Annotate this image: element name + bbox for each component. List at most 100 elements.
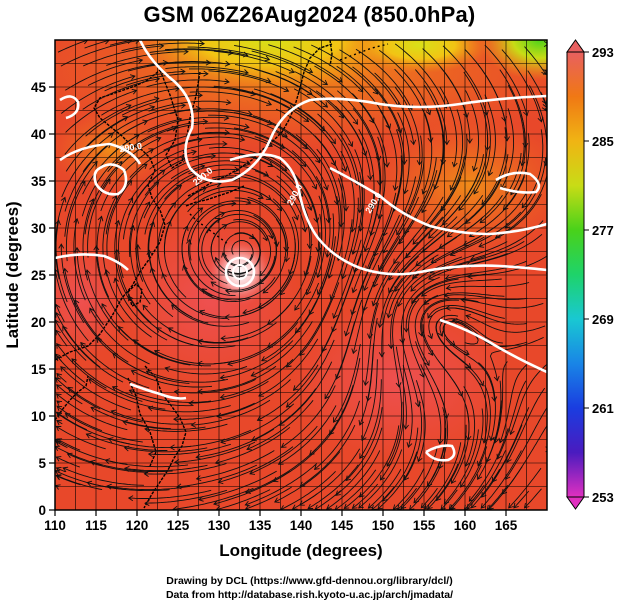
streamline-arrow [416,456,423,463]
streamline [315,176,331,258]
streamline [377,451,418,510]
streamline-arrow [67,386,74,393]
streamline [414,69,448,145]
streamline [486,485,509,510]
streamline-arrow [327,273,333,279]
streamline-arrow [71,358,77,364]
streamline [395,346,407,429]
streamline-arrow [513,502,519,509]
streamline [500,108,515,190]
streamline-arrow [167,327,174,333]
streamline-arrow [129,224,136,231]
streamline-arrow [350,309,356,316]
streamline-arrow [438,243,445,249]
streamline-arrow [345,475,352,482]
streamline-arrow [196,360,203,367]
streamline [174,378,256,394]
streamline [225,241,278,293]
streamline [61,75,136,114]
streamline [245,448,317,494]
streamline-arrow [126,180,133,186]
streamline [84,161,123,235]
streamline-arrow [464,218,471,224]
streamline [355,48,413,110]
streamline [188,164,269,177]
streamline [415,380,426,462]
streamline [61,132,114,198]
streamline-arrow [56,412,63,418]
y-tick-label: 30 [31,221,46,236]
streamline [363,214,400,291]
streamline [211,175,287,204]
streamline [294,71,358,125]
streamline [307,464,359,509]
streamline [191,132,273,147]
streamline [171,304,250,327]
streamline [510,363,547,435]
streamline [408,298,425,378]
streamline-arrow [393,258,399,265]
coastline-sakhalin [329,40,333,67]
streamline-arrow [170,202,177,208]
streamline-arrow [56,372,63,379]
streamline-arrow [430,257,437,263]
streamline-arrow [149,221,156,228]
streamline [440,133,468,212]
streamline [121,42,205,52]
streamline-arrow [416,160,423,166]
streamline-arrow [224,314,230,321]
streamline-arrow [337,77,343,83]
streamline-arrow [440,159,447,165]
streamline [192,152,273,167]
streamline-arrow [313,464,320,470]
streamline [524,46,547,75]
streamline-arrow [328,429,335,436]
streamline-arrow [321,346,327,353]
streamline [427,407,447,487]
streamline [345,407,383,481]
streamline [99,137,161,193]
streamline-arrow [111,195,118,201]
streamline [56,426,106,450]
streamline [397,256,463,307]
streamline-arrow [245,160,251,167]
streamline-arrow [498,437,505,444]
streamline [197,341,277,365]
streamline [107,485,190,491]
streamline-arrow [460,297,467,304]
streamline [128,181,159,258]
streamline [272,129,328,190]
streamline-arrow [543,41,547,47]
streamline-arrow [280,442,287,448]
streamline [465,233,543,267]
streamline-arrow [190,421,197,428]
streamline [215,426,291,464]
streamline-arrow [155,136,162,143]
streamline-arrow [377,504,383,510]
streamline-arrow [400,503,407,510]
streamline [450,464,482,510]
streamline [106,51,189,66]
streamline [90,407,171,430]
streamline-arrow [66,452,73,459]
streamline [198,365,277,393]
streamline [146,79,230,88]
streamline-arrow [443,292,450,299]
streamline-arrow [273,241,280,248]
streamline-arrow [56,342,62,349]
streamline [168,327,249,343]
streamline [157,202,176,281]
streamline [189,380,269,404]
streamline [392,468,425,510]
streamline-arrow [257,193,264,199]
streamline-arrow [462,240,469,246]
streamline [450,109,464,191]
streamline-arrow [446,231,453,238]
streamline [232,88,309,122]
streamline [316,148,342,227]
streamline-arrow [361,435,367,442]
streamline-arrow [171,304,177,310]
streamline [60,366,132,411]
streamline [314,400,360,470]
streamline [336,65,391,129]
